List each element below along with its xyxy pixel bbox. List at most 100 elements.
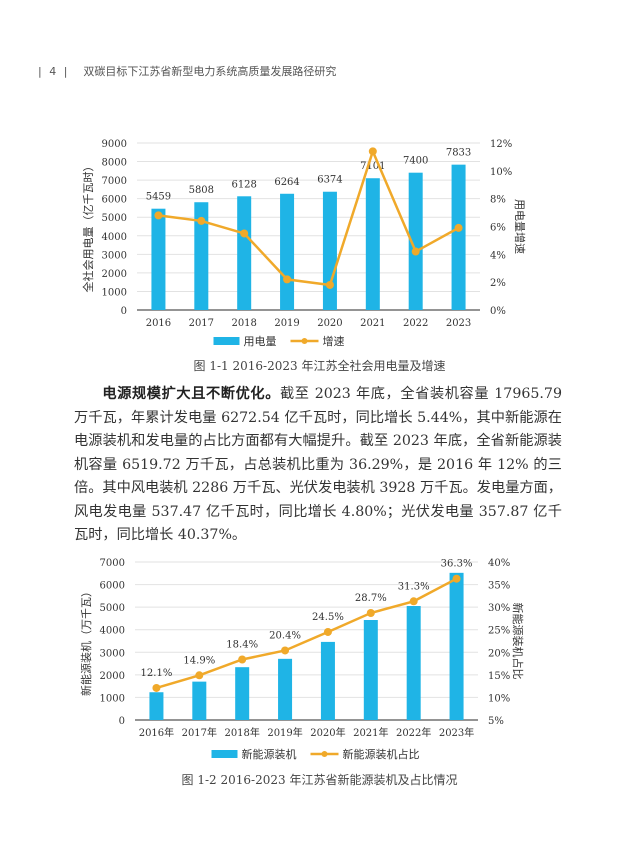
bar-data-label: 6374 [317, 175, 342, 186]
y2-tick-label: 15% [488, 671, 510, 682]
y-tick-label: 4000 [102, 232, 127, 243]
line-data-label: 28.7% [355, 593, 387, 604]
y-tick-label: 4000 [100, 626, 125, 637]
legend-bar-swatch [213, 337, 240, 345]
bar [322, 191, 337, 310]
line-data-label: 14.9% [183, 655, 215, 666]
bar [237, 196, 252, 310]
x-tick-label: 2017年 [182, 726, 217, 739]
bar [192, 681, 207, 720]
y2-tick-label: 10% [488, 693, 510, 704]
body-paragraph: 电源规模扩大且不断优化。截至 2023 年底，全省装机容量 17965.79 万… [74, 383, 562, 548]
bar-data-label: 5808 [189, 185, 214, 196]
x-tick-label: 2019年 [267, 726, 302, 739]
paragraph-lead: 电源规模扩大且不断优化。 [102, 386, 280, 402]
line-point [195, 671, 204, 680]
bar [408, 172, 423, 310]
bar [235, 667, 250, 720]
bar-data-label: 7833 [446, 148, 471, 159]
y-tick-label: 2000 [102, 269, 127, 280]
line-data-label: 12.1% [141, 668, 173, 679]
growth-line [158, 147, 460, 287]
bar-data-label: 7101 [360, 161, 385, 172]
bar [365, 178, 380, 310]
y2-tick-label: 35% [488, 581, 510, 592]
x-tick-label: 2017 [189, 318, 214, 329]
y-tick-label: 7000 [100, 558, 125, 569]
y2-axis-title: 新能源装机占比 [511, 603, 525, 680]
legend-bar-label: 新能源装机 [242, 747, 297, 761]
running-header: | 4 | 双碳目标下江苏省新型电力系统高质量发展路径研究 [38, 63, 336, 79]
line-point [323, 627, 332, 636]
x-tick-label: 2023 [446, 318, 471, 329]
line-data-label: 18.4% [226, 640, 258, 651]
y2-tick-label: 12% [490, 139, 512, 150]
y-axis-title: 全社会用电量（亿千瓦时） [81, 161, 95, 293]
y-tick-label: 9000 [102, 139, 127, 150]
book-title: 双碳目标下江苏省新型电力系统高质量发展路径研究 [83, 65, 337, 78]
bar [151, 208, 166, 310]
line-point [283, 275, 292, 284]
growth-line [156, 577, 458, 690]
x-tick-label: 2018年 [224, 726, 259, 739]
line-point [281, 646, 290, 655]
x-tick-label: 2023年 [439, 726, 474, 739]
y2-tick-label: 0% [490, 306, 506, 317]
y-tick-label: 2000 [100, 671, 125, 682]
line-point [454, 223, 463, 232]
line-point [366, 609, 375, 618]
line-point [325, 280, 334, 289]
legend-line-label: 新能源装机占比 [343, 747, 420, 761]
x-tick-label: 2021年 [353, 726, 388, 739]
line-data-label: 24.5% [312, 612, 344, 623]
page-number: | 4 | [38, 65, 70, 78]
bar [363, 620, 378, 720]
figure-caption-1-1: 图 1-1 2016-2023 年江苏全社会用电量及增速 [193, 359, 446, 373]
line-data-label: 36.3% [441, 559, 473, 570]
line-point [411, 247, 420, 256]
y2-tick-label: 4% [490, 250, 506, 261]
line-point [409, 597, 418, 606]
y2-tick-label: 20% [488, 648, 510, 659]
y2-axis-title: 用电量增速 [513, 199, 527, 254]
legend-line-marker [321, 751, 328, 757]
x-tick-label: 2022年 [396, 726, 431, 739]
y-tick-label: 6000 [102, 195, 127, 206]
line-data-label: 20.4% [269, 630, 301, 641]
bar-data-label: 7400 [403, 156, 428, 167]
x-tick-label: 2016年 [139, 726, 174, 739]
y2-tick-label: 30% [488, 603, 510, 614]
y2-tick-label: 10% [490, 167, 512, 178]
y-tick-label: 1000 [100, 693, 125, 704]
y-tick-label: 3000 [102, 250, 127, 261]
figure-caption-1-2: 图 1-2 2016-2023 年江苏省新能源装机及占比情况 [181, 773, 458, 787]
line-point [368, 147, 377, 156]
bar [194, 202, 209, 310]
line-point [240, 229, 249, 238]
x-tick-label: 2018 [231, 318, 256, 329]
y-tick-label: 3000 [100, 648, 125, 659]
y-tick-label: 0 [121, 306, 127, 317]
y-tick-label: 5000 [102, 213, 127, 224]
legend-line-label: 增速 [323, 334, 345, 348]
line-point [197, 216, 206, 225]
paragraph-body: 截至 2023 年底，全省装机容量 17965.79 万千瓦，年累计发电量 62… [74, 386, 562, 543]
bar-data-label: 6128 [231, 179, 256, 190]
bar [280, 193, 295, 310]
line-point [238, 655, 247, 664]
y-tick-label: 0 [119, 716, 125, 727]
bar [406, 606, 421, 720]
line-point [452, 574, 461, 583]
bar [149, 692, 164, 720]
x-tick-label: 2020年 [310, 726, 345, 739]
x-tick-label: 2021 [360, 318, 385, 329]
y2-tick-label: 25% [488, 626, 510, 637]
y2-tick-label: 5% [488, 716, 504, 727]
x-tick-label: 2016 [146, 318, 171, 329]
y2-tick-label: 8% [490, 195, 506, 206]
y2-tick-label: 40% [488, 558, 510, 569]
legend-bar-swatch [211, 750, 238, 758]
bar-data-label: 5459 [146, 192, 171, 203]
x-tick-label: 2020 [317, 318, 342, 329]
